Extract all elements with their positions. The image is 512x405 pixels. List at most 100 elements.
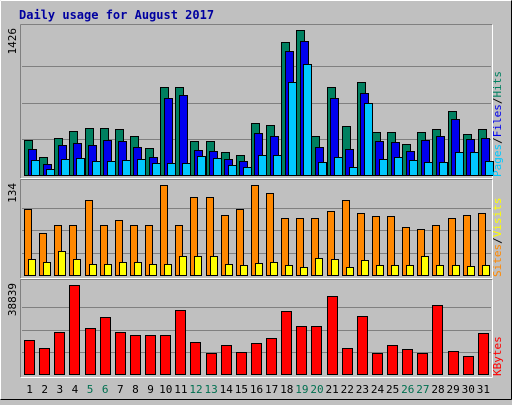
panels-layer: 1426Pages/Files/Hits134Sites/Visits38839… [6, 24, 504, 378]
x-tick-label: 12 [189, 383, 202, 396]
x-tick-label: 25 [386, 383, 399, 396]
bar-pages-15 [243, 167, 252, 176]
bar-kbytes-21 [327, 296, 338, 375]
bar-kbytes-31 [478, 333, 489, 375]
bar-pages-9 [152, 163, 161, 176]
bar-sites-28 [436, 265, 444, 276]
bar-sites-23 [361, 260, 369, 276]
bar-pages-22 [349, 167, 358, 176]
bar-kbytes-10 [160, 335, 171, 375]
x-tick-label: 5 [87, 383, 94, 396]
bar-kbytes-27 [417, 353, 428, 375]
bar-pages-8 [137, 159, 146, 176]
x-tick-label: 2 [41, 383, 48, 396]
x-tick-label: 23 [356, 383, 369, 396]
panel-kbytes-max-label: 38839 [6, 283, 19, 316]
bar-pages-25 [394, 157, 403, 176]
bar-sites-22 [346, 267, 354, 276]
series-kbytes [24, 285, 489, 375]
bar-sites-16 [255, 263, 263, 276]
chart-title: Daily usage for August 2017 [19, 8, 214, 22]
series-visits [24, 185, 486, 276]
bar-sites-7 [119, 262, 127, 276]
legend-entry: KBytes [491, 336, 504, 376]
bar-kbytes-11 [175, 310, 186, 375]
bar-pages-12 [197, 156, 206, 176]
bar-sites-9 [149, 264, 157, 276]
bar-pages-7 [122, 160, 131, 176]
bar-sites-6 [104, 264, 112, 276]
bar-pages-23 [364, 103, 373, 176]
bar-pages-5 [92, 161, 101, 176]
panel-visitors-legend: Sites/Visits [491, 198, 504, 278]
series-sites [28, 251, 490, 276]
x-tick-label: 27 [416, 383, 429, 396]
x-tick-label: 15 [235, 383, 248, 396]
bar-pages-10 [167, 163, 176, 176]
panel-visitors-max-label: 134 [6, 183, 19, 203]
bar-sites-29 [452, 265, 460, 276]
legend-entry: / [491, 137, 504, 144]
legend-entry: / [491, 237, 504, 244]
bar-kbytes-3 [54, 332, 65, 375]
bar-kbytes-14 [221, 345, 232, 375]
x-axis-labels: 1 2 3 4 5 6 7 8 9 10 11 12 13 14 15 16 17 18 19 20 21 22 23 24 2… [26, 383, 490, 396]
bar-sites-27 [421, 256, 429, 276]
x-tick-label: 13 [204, 383, 217, 396]
bar-kbytes-6 [100, 317, 111, 375]
x-tick-label: 26 [401, 383, 414, 396]
bar-kbytes-19 [296, 326, 307, 375]
bar-pages-16 [258, 155, 267, 176]
bar-pages-28 [439, 162, 448, 176]
bar-pages-6 [107, 161, 116, 176]
x-tick-label: 16 [250, 383, 263, 396]
bar-sites-21 [331, 259, 339, 276]
x-tick-label: 4 [72, 383, 79, 396]
x-tick-label: 11 [174, 383, 187, 396]
bar-sites-25 [391, 265, 399, 276]
bar-pages-26 [409, 160, 418, 176]
x-tick-label: 31 [477, 383, 490, 396]
bar-pages-3 [61, 159, 70, 176]
bar-kbytes-1 [24, 340, 35, 375]
x-tick-label: 18 [280, 383, 293, 396]
x-tick-label: 19 [295, 383, 308, 396]
bar-sites-31 [482, 265, 490, 276]
bar-pages-1 [31, 160, 40, 176]
legend-entry: Sites [491, 244, 504, 277]
x-tick-label: 17 [265, 383, 278, 396]
bar-sites-5 [89, 264, 97, 276]
x-tick-label: 3 [57, 383, 64, 396]
x-tick-label: 24 [371, 383, 385, 396]
bar-sites-17 [270, 262, 278, 276]
bar-pages-20 [318, 162, 327, 176]
bar-pages-31 [485, 161, 494, 176]
bar-sites-13 [210, 256, 218, 276]
bar-kbytes-25 [387, 345, 398, 375]
bar-pages-21 [334, 157, 343, 176]
bar-sites-19 [300, 267, 308, 276]
bar-sites-24 [376, 265, 384, 276]
x-tick-label: 20 [310, 383, 323, 396]
x-tick-label: 28 [431, 383, 444, 396]
x-tick-label: 10 [159, 383, 172, 396]
panel-traffic-max-label: 1426 [6, 28, 19, 55]
bar-kbytes-28 [432, 305, 443, 375]
x-tick-label: 6 [102, 383, 109, 396]
legend-entry: Pages [491, 144, 504, 177]
bar-pages-27 [424, 162, 433, 176]
bar-sites-3 [58, 251, 66, 276]
bar-kbytes-23 [357, 316, 368, 375]
bar-pages-19 [303, 64, 312, 176]
panel-kbytes: 38839 KBytes [6, 279, 504, 378]
bar-kbytes-22 [342, 348, 353, 375]
bar-sites-4 [73, 259, 81, 276]
bar-sites-30 [467, 266, 475, 276]
bar-kbytes-9 [145, 335, 156, 375]
bar-kbytes-13 [206, 353, 217, 375]
bar-kbytes-17 [266, 338, 277, 375]
bar-sites-1 [28, 259, 36, 276]
